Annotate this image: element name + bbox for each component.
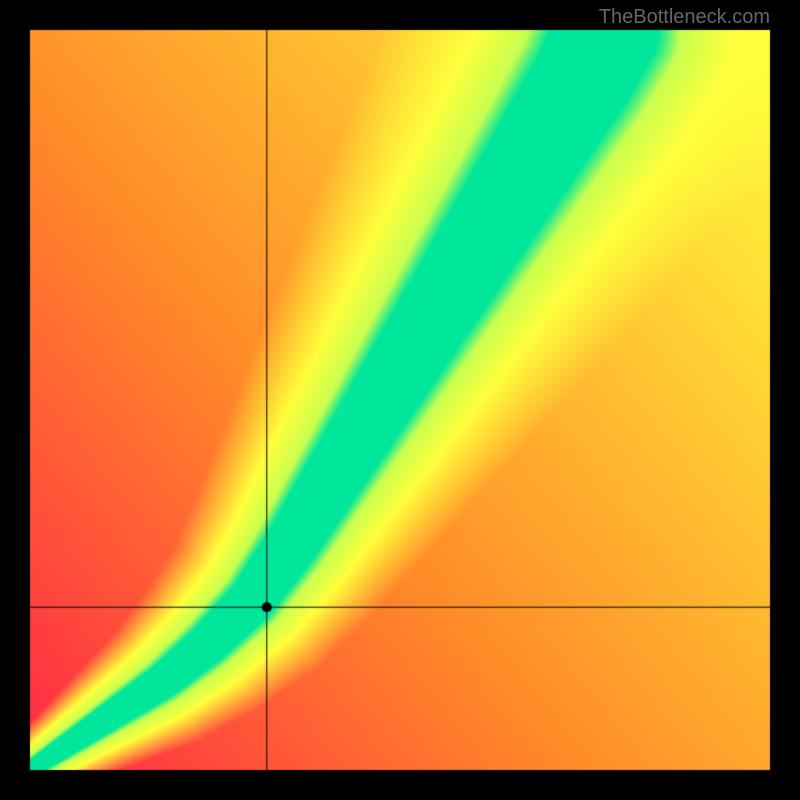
heatmap-canvas	[0, 0, 800, 800]
chart-container: TheBottleneck.com	[0, 0, 800, 800]
watermark-label: TheBottleneck.com	[599, 6, 770, 29]
